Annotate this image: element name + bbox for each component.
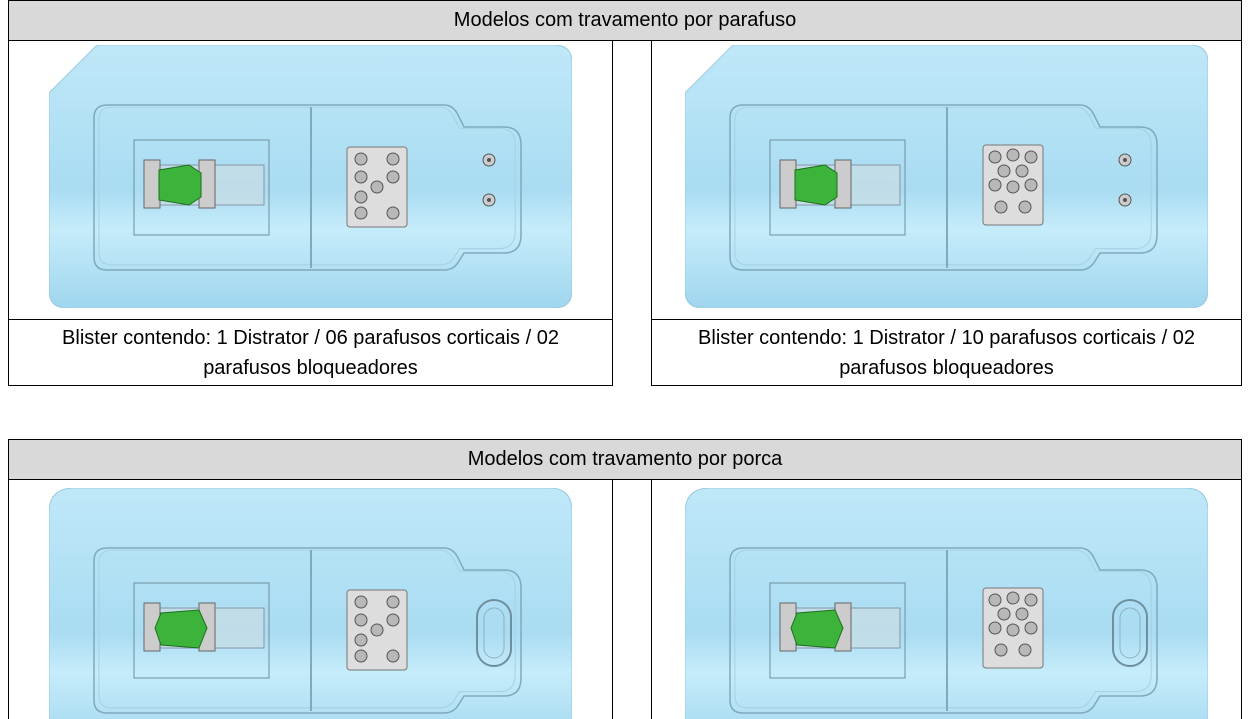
- blister-image: [49, 45, 572, 308]
- slot: [476, 599, 512, 667]
- clamp: [779, 159, 797, 209]
- distractor: [790, 609, 844, 649]
- screw: [1006, 623, 1020, 637]
- screw: [354, 170, 368, 184]
- screw: [386, 613, 400, 627]
- screw: [386, 595, 400, 609]
- blister-image: [685, 45, 1208, 308]
- screw: [354, 633, 368, 647]
- window: [133, 139, 270, 236]
- clamp: [143, 159, 161, 209]
- screw: [1015, 607, 1029, 621]
- slot-inner: [483, 607, 505, 659]
- blister-image: [685, 488, 1208, 719]
- screw: [386, 170, 400, 184]
- screw: [386, 152, 400, 166]
- screw: [354, 613, 368, 627]
- tray-inner: [734, 106, 1152, 266]
- image-cell: [8, 40, 613, 320]
- screw: [1006, 180, 1020, 194]
- locking-screw-center: [1123, 158, 1127, 162]
- screw: [997, 607, 1011, 621]
- screw: [994, 643, 1008, 657]
- screw: [354, 595, 368, 609]
- table-header: Modelos com travamento por porca: [8, 439, 1242, 480]
- screw: [354, 206, 368, 220]
- image-cell: [651, 479, 1242, 719]
- screw: [1006, 591, 1020, 605]
- screw: [1024, 593, 1038, 607]
- locking-screw-center: [487, 158, 491, 162]
- tray: [93, 547, 522, 714]
- screw: [354, 190, 368, 204]
- slot: [1112, 599, 1148, 667]
- image-cell: [651, 40, 1242, 320]
- caption: Blister contendo: 1 Distrator / 10 paraf…: [651, 319, 1242, 386]
- table-header: Modelos com travamento por parafuso: [8, 0, 1242, 41]
- screw: [988, 178, 1002, 192]
- screw: [1024, 178, 1038, 192]
- distractor: [158, 164, 202, 206]
- tray: [729, 547, 1158, 714]
- screw: [354, 649, 368, 663]
- screw: [1015, 164, 1029, 178]
- tray-inner: [98, 549, 516, 709]
- screw: [988, 150, 1002, 164]
- blister-image: [49, 488, 572, 719]
- screw: [1006, 148, 1020, 162]
- screw: [1018, 200, 1032, 214]
- page: {"table1": {"title": "Modelos com travam…: [8, 0, 1242, 719]
- screw: [354, 152, 368, 166]
- tray: [729, 104, 1158, 271]
- screw: [1018, 643, 1032, 657]
- image-cell: [8, 479, 613, 719]
- screw: [370, 180, 384, 194]
- distractor: [794, 164, 838, 206]
- window: [133, 582, 270, 679]
- tray: [93, 104, 522, 271]
- screw: [997, 164, 1011, 178]
- caption: Blister contendo: 1 Distrator / 06 paraf…: [8, 319, 613, 386]
- screw: [386, 649, 400, 663]
- screw: [994, 200, 1008, 214]
- window: [769, 139, 906, 236]
- tray-inner: [734, 549, 1152, 709]
- screw: [386, 206, 400, 220]
- screw: [988, 621, 1002, 635]
- screw: [1024, 150, 1038, 164]
- screw: [1024, 621, 1038, 635]
- screw: [988, 593, 1002, 607]
- screw: [370, 623, 384, 637]
- locking-screw-center: [1123, 198, 1127, 202]
- distractor: [154, 609, 208, 649]
- window: [769, 582, 906, 679]
- tray-inner: [98, 106, 516, 266]
- locking-screw-center: [487, 198, 491, 202]
- slot-inner: [1119, 607, 1141, 659]
